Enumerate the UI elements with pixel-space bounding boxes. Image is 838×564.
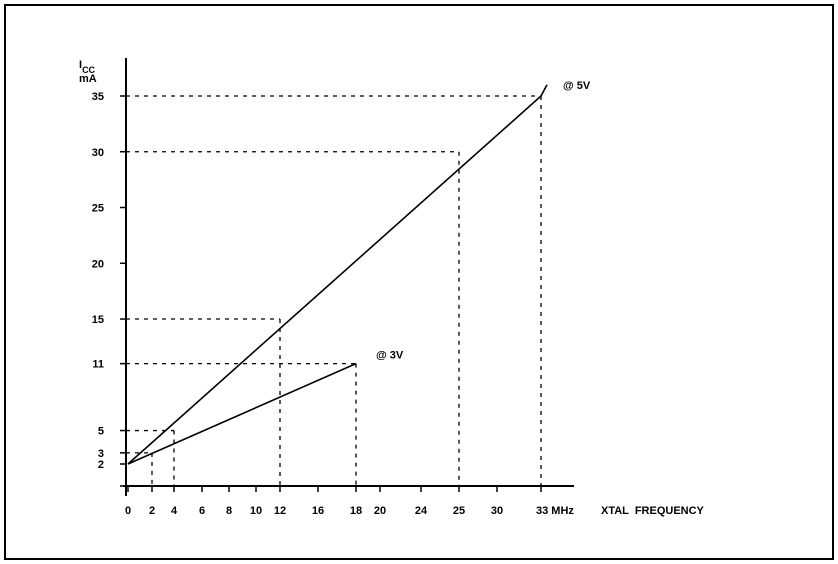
y-axis-unit: mA [79,73,97,85]
x-tick-label: 0 [125,505,131,517]
x-tick-label: 20 [374,505,386,517]
y-tick-label: 2 [98,459,104,471]
x-tick-label: 10 [250,505,262,517]
series-label-3v: @ 3V [376,350,404,362]
figure-frame: 2 3 5 11 15 20 25 30 35 0 2 4 6 8 10 12 16 18 20 24 25 30 33 M… [4,4,834,560]
y-tick-label: 25 [92,203,104,215]
y-tick-label: 30 [92,147,104,159]
y-tick-label: 20 [92,258,104,270]
x-tick-label: 2 [149,505,155,517]
y-tick-label: 5 [98,426,104,438]
y-tick-label: 11 [92,359,104,371]
x-tick-label: 24 [415,505,428,517]
x-tick-label: 33 MHz [536,505,574,517]
y-tick-label: 15 [92,314,104,326]
x-tick-label: 30 [491,505,503,517]
y-axis-label-sub: CC [82,65,95,75]
x-tick-label: 18 [350,505,362,517]
x-axis-label: XTAL FREQUENCY [601,505,705,517]
x-tick-label: 4 [171,505,178,517]
x-tick-label: 12 [274,505,286,517]
y-tick-label: 3 [98,448,104,460]
x-tick-label: 6 [199,505,205,517]
series-line-0 [127,84,548,465]
x-tick-label: 16 [312,505,324,517]
series-line-1 [127,362,357,465]
series-label-5v: @ 5V [563,80,591,92]
x-tick-label: 8 [226,505,232,517]
x-tick-label: 25 [453,505,465,517]
y-tick-label: 35 [92,91,104,103]
